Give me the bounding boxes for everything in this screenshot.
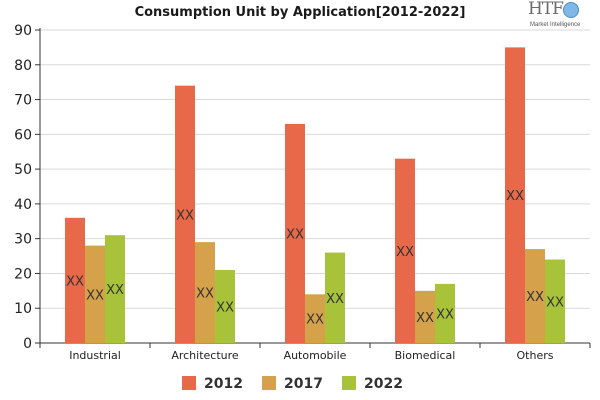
data-label: XX	[396, 245, 414, 260]
y-tick-label: 10	[14, 301, 32, 317]
logo-subtitle: Market Intelligence	[530, 22, 581, 28]
data-label: XX	[416, 311, 434, 326]
y-tick-label: 80	[14, 58, 32, 74]
bar-2017-biomedical	[415, 290, 435, 343]
y-tick-label: 90	[14, 23, 32, 39]
bar-2022-industrial	[105, 235, 125, 343]
data-label: XX	[436, 307, 454, 322]
legend-swatch-2017	[262, 376, 276, 390]
bar-2022-architecture	[215, 269, 235, 343]
legend-swatch-2012	[182, 376, 196, 390]
bar-2022-others	[545, 259, 565, 343]
data-label: XX	[546, 295, 564, 310]
y-tick-label: 20	[14, 266, 32, 282]
bar-2012-biomedical	[395, 158, 415, 343]
x-tick-label: Architecture	[171, 349, 239, 362]
data-label: XX	[506, 189, 524, 204]
y-tick-label: 40	[14, 197, 32, 213]
data-label: XX	[216, 300, 234, 315]
bar-2017-automobile	[305, 294, 325, 343]
bar-2022-automobile	[325, 252, 345, 343]
bar-2012-others	[505, 47, 525, 344]
data-label: XX	[86, 288, 104, 303]
legend-label-2022: 2022	[364, 376, 403, 392]
bar-2017-others	[525, 249, 545, 343]
data-label: XX	[526, 290, 544, 305]
y-tick-label: 0	[23, 336, 32, 352]
x-tick-label: Automobile	[284, 349, 347, 362]
bar-2017-industrial	[85, 245, 105, 343]
chart-title: Consumption Unit by Application[2012-202…	[134, 5, 466, 20]
bar-2012-automobile	[285, 123, 305, 344]
legend-swatch-2022	[342, 376, 356, 390]
globe-icon	[563, 2, 579, 18]
data-label: XX	[286, 227, 304, 242]
data-label: XX	[326, 292, 344, 307]
y-tick-label: 50	[14, 162, 32, 178]
x-tick-label: Industrial	[69, 349, 121, 362]
data-label: XX	[306, 313, 324, 328]
y-tick-label: 60	[14, 127, 32, 143]
htf-logo: HTF Market Intelligence	[522, 0, 598, 36]
y-tick-label: 30	[14, 232, 32, 248]
legend-label-2017: 2017	[284, 376, 323, 392]
legend-label-2012: 2012	[204, 376, 243, 392]
x-tick-label: Others	[517, 349, 554, 362]
data-label: XX	[106, 283, 124, 298]
data-label: XX	[66, 274, 84, 289]
y-tick-label: 70	[14, 93, 32, 109]
bar-2012-architecture	[175, 85, 195, 344]
logo-mark: HTF	[528, 0, 564, 19]
data-label: XX	[176, 208, 194, 223]
bar-2012-industrial	[65, 217, 85, 343]
x-tick-label: Biomedical	[395, 349, 456, 362]
bar-2017-architecture	[195, 242, 215, 343]
bar-2022-biomedical	[435, 283, 455, 343]
data-label: XX	[196, 287, 214, 302]
